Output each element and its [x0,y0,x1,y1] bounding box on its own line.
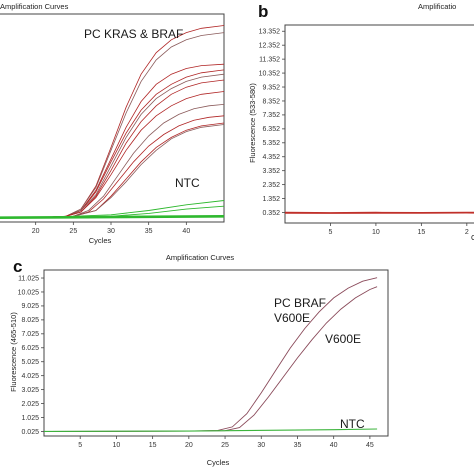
panel-c-plot-frame [43,269,389,437]
panel-c-x-axis-label: Cycles [207,458,230,467]
panel-c-letter: c [13,257,22,276]
panel-a-plot-frame [0,13,225,223]
panel-c-y-tick-label: 11.025 [18,275,39,282]
panel-b-x-tick-label: 2 [465,229,469,236]
panel-c-y-tick-label: 5.025 [21,359,39,366]
panel-a-annotation-pc: PC KRAS & BRAF [84,27,183,41]
panel-b-y-ticks: 13.352 12.352 11.352 10.352 9.352 8.352 7.352 6… [259,29,285,217]
panel-b-series [284,211,474,214]
panel-c-x-tick-label: 20 [185,442,193,449]
panel-b-y-tick-label: 12.352 [259,42,281,49]
panel-c-y-tick-label: 10.025 [18,289,40,296]
panel-b-y-tick-label: 9.352 [262,84,280,91]
panel-a-series [0,25,225,219]
panel-c-y-tick-label: 6.025 [21,345,39,352]
panel-a-x-tick-label: 35 [145,228,153,235]
panel-b-x-axis-label: C [471,233,474,242]
panel-b-plot-frame [284,24,474,224]
panel-c-y-tick-label: 7.025 [21,331,39,338]
panel-b-x-tick-label: 10 [372,229,380,236]
panel-a-x-tick-label: 40 [182,228,190,235]
panel-c-y-tick-label: 1.025 [21,415,39,422]
panel-b-y-tick-label: 7.352 [262,112,280,119]
panel-a-title: Amplification Curves [0,2,69,11]
panel-b-y-tick-label: 4.352 [262,154,280,161]
panel-c: c Amplification Curves 11.025 10.025 9.025… [9,253,389,467]
panel-c-amplification-curve [43,286,378,432]
panel-b-y-tick-label: 10.352 [259,70,281,77]
panel-b-x-tick-label: 15 [417,229,425,236]
panel-c-title: Amplification Curves [166,253,235,262]
panel-c-annotation-v600e-1: V600E [274,311,310,325]
panel-c-y-tick-label: 4.025 [21,373,39,380]
panel-c-x-tick-label: 15 [149,442,157,449]
panel-c-y-tick-label: 8.025 [21,317,39,324]
panel-b-x-tick-label: 5 [329,229,333,236]
panel-b-y-axis-label: Fluorescence (533-580) [248,83,257,163]
panel-c-amplification-curve [43,277,378,432]
panel-a-x-ticks: 20 25 30 35 40 [32,222,190,235]
panel-c-y-tick-label: 2.025 [21,401,39,408]
panel-c-y-tick-label: 9.025 [21,303,39,310]
panel-b-title: Amplificatio [418,2,456,11]
panel-c-y-tick-label: 0.025 [21,429,39,436]
panel-a-x-tick-label: 20 [32,228,40,235]
panel-c-x-tick-label: 45 [366,442,374,449]
panel-a-annotation-ntc: NTC [175,176,200,190]
panel-b-y-tick-label: 5.352 [262,140,280,147]
panel-c-x-tick-label: 35 [294,442,302,449]
panel-a-x-axis-label: Cycles [89,236,112,245]
panel-b-x-ticks: 5 10 15 2 [329,223,469,236]
panel-c-x-tick-label: 25 [221,442,229,449]
panel-b-y-tick-label: 3.352 [262,168,280,175]
panel-a-amplification-curve [0,122,225,219]
panel-b-y-tick-label: 13.352 [259,29,281,36]
panel-b-y-tick-label: 0.352 [262,210,280,217]
panel-c-x-tick-label: 5 [78,442,82,449]
panel-c-x-tick-label: 10 [113,442,121,449]
panel-c-ntc-curve [43,428,378,432]
panel-b: b Amplificatio 13.352 12.352 11.352 10.352 9… [248,2,474,242]
panel-c-annotation-v600e-2: V600E [325,332,361,346]
panel-b-y-tick-label: 6.352 [262,126,280,133]
panel-c-y-ticks: 11.025 10.025 9.025 8.025 7.025 6.025 5.025 4.0… [18,275,44,436]
panel-a: Amplification Curves 20 25 30 35 40 PC KRAS … [0,2,225,245]
panel-c-x-tick-label: 30 [257,442,265,449]
panel-c-x-ticks: 5 10 15 20 25 30 35 40 45 [78,436,374,449]
panel-c-y-tick-label: 3.025 [21,387,39,394]
panel-a-amplification-curve [0,115,225,219]
panel-b-y-tick-label: 2.352 [262,182,280,189]
panel-c-x-tick-label: 40 [330,442,338,449]
panel-a-amplification-curve [0,124,225,219]
panel-b-y-tick-label: 1.352 [262,196,280,203]
panel-c-annotation-pc-braf: PC BRAF [274,296,326,310]
panel-c-series [43,277,378,432]
panel-b-letter: b [258,2,268,21]
panel-a-ntc-curve [0,215,225,219]
panel-b-y-tick-label: 8.352 [262,98,280,105]
panel-c-y-axis-label: Fluorescence (465-510) [9,312,18,392]
panel-c-annotation-ntc: NTC [340,417,365,431]
panel-a-x-tick-label: 30 [107,228,115,235]
panel-b-y-tick-label: 11.352 [259,56,280,63]
panel-a-x-tick-label: 25 [69,228,77,235]
